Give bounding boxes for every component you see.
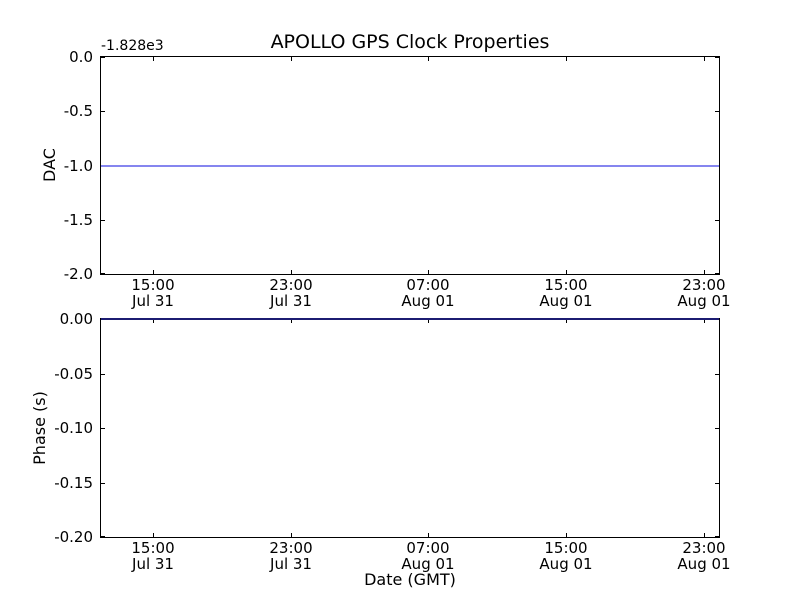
y-tick-label: 0.0 [69, 48, 93, 66]
x-tick-label: 23:00 Aug 01 [677, 276, 731, 310]
x-tick-mark-top [704, 319, 705, 323]
y-axis-offset-text: -1.828e3 [101, 38, 164, 54]
x-tick-mark-bottom [153, 533, 154, 537]
chart-title: APOLLO GPS Clock Properties [270, 31, 550, 53]
x-tick-label: 15:00 Jul 31 [131, 276, 175, 310]
x-tick-mark-bottom [704, 270, 705, 274]
y-tick-mark-left [101, 220, 105, 221]
x-tick-mark-bottom [291, 270, 292, 274]
x-tick-label: 07:00 Aug 01 [401, 539, 455, 573]
x-tick-mark-top [566, 319, 567, 323]
x-tick-mark-bottom [428, 270, 429, 274]
y-tick-label: -0.05 [54, 365, 93, 383]
y-tick-mark-right [715, 374, 719, 375]
y-tick-mark-left [101, 374, 105, 375]
y-tick-label: -1.0 [63, 157, 93, 175]
y-tick-mark-right [715, 428, 719, 429]
y-tick-label: 0.00 [59, 310, 93, 328]
data-series-line [101, 318, 719, 320]
x-tick-mark-bottom [566, 270, 567, 274]
x-tick-mark-bottom [704, 533, 705, 537]
x-tick-mark-bottom [153, 270, 154, 274]
y-tick-label: -1.5 [63, 211, 93, 229]
y-tick-mark-left [101, 428, 105, 429]
x-tick-mark-top [704, 57, 705, 61]
y-tick-mark-left [101, 536, 105, 537]
x-tick-label: 07:00 Aug 01 [401, 276, 455, 310]
y-tick-mark-right [715, 111, 719, 112]
x-axis-label-date-gmt: Date (GMT) [364, 570, 456, 589]
x-tick-mark-bottom [291, 533, 292, 537]
y-tick-mark-left [101, 57, 105, 58]
x-tick-mark-top [566, 57, 567, 61]
x-tick-mark-top [291, 57, 292, 61]
y-tick-label: -0.5 [63, 102, 93, 120]
y-tick-label: -2.0 [63, 265, 93, 283]
x-tick-label: 15:00 Aug 01 [539, 539, 593, 573]
x-tick-mark-top [291, 319, 292, 323]
x-tick-mark-top [153, 319, 154, 323]
y-tick-mark-left [101, 273, 105, 274]
x-tick-mark-bottom [566, 533, 567, 537]
y-tick-mark-right [715, 57, 719, 58]
y-tick-mark-right [715, 273, 719, 274]
y-tick-mark-left [101, 483, 105, 484]
x-tick-label: 23:00 Aug 01 [677, 539, 731, 573]
dac-plot-area: 0.0 -0.5 -1.0 -1.5 -2.0 15:00 Jul 31 23:00 Jul… [64, 48, 731, 309]
y-tick-label: -0.15 [54, 474, 93, 492]
x-tick-mark-top [428, 319, 429, 323]
y-tick-mark-right [715, 220, 719, 221]
x-tick-label: 23:00 Jul 31 [269, 276, 313, 310]
x-tick-label: 15:00 Jul 31 [131, 539, 175, 573]
data-series-line [101, 165, 719, 167]
y-tick-label: -0.10 [54, 419, 93, 437]
y-tick-mark-right [715, 483, 719, 484]
y-tick-mark-right [715, 536, 719, 537]
x-tick-label: 15:00 Aug 01 [539, 276, 593, 310]
y-tick-label: -0.20 [54, 528, 93, 546]
x-tick-mark-top [153, 57, 154, 61]
phase-plot-area: 0.00 -0.05 -0.10 -0.15 -0.20 15:00 Jul 31 23:0… [54, 310, 730, 572]
x-tick-label: 23:00 Jul 31 [269, 539, 313, 573]
x-tick-mark-bottom [428, 533, 429, 537]
x-tick-mark-top [428, 57, 429, 61]
y-tick-mark-left [101, 111, 105, 112]
